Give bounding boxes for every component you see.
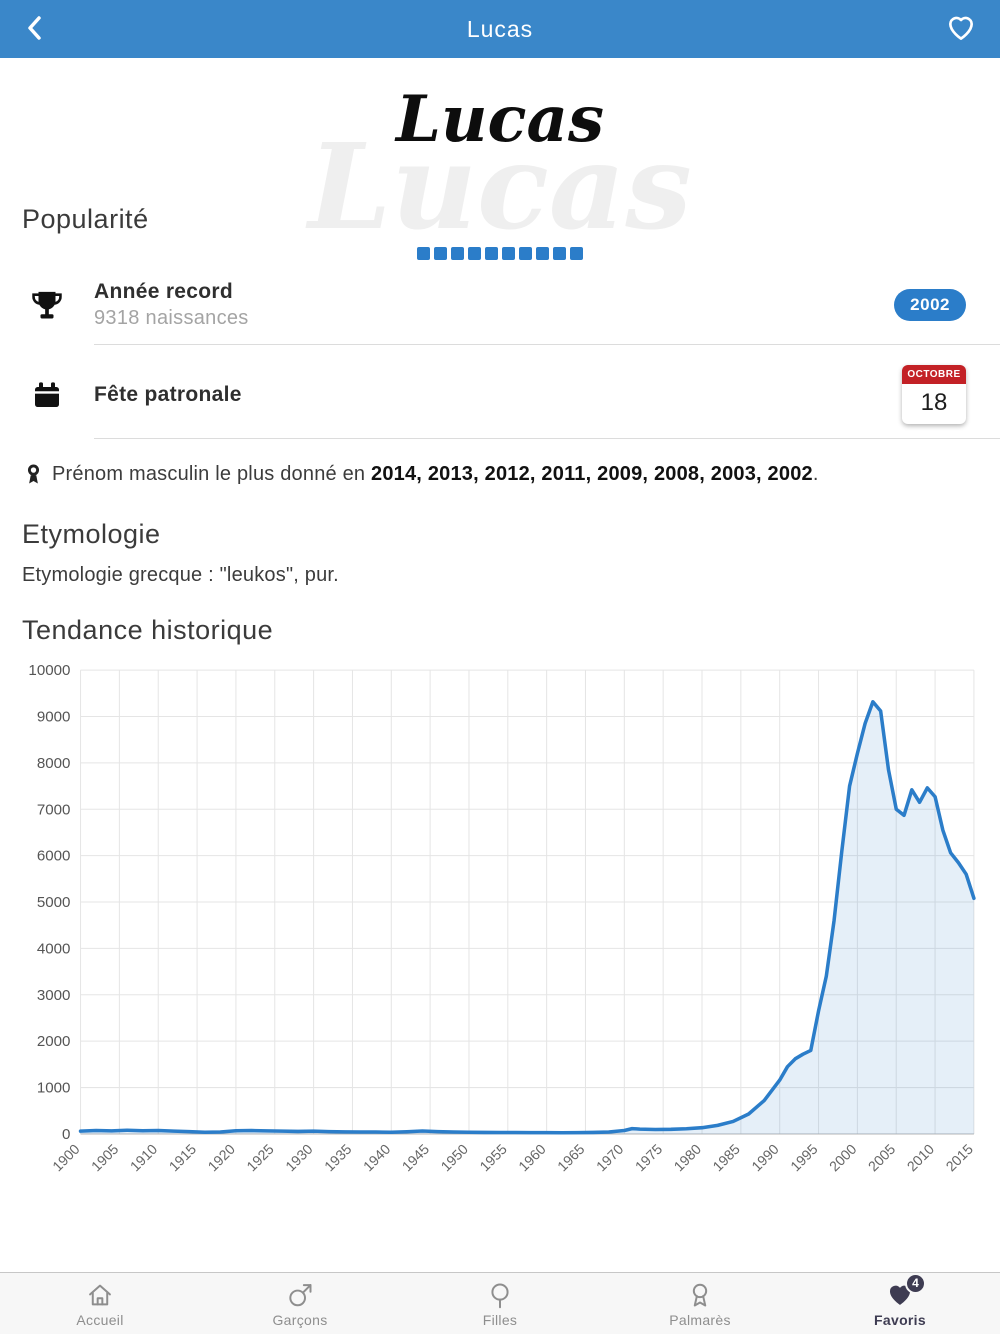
tab-filles[interactable]: Filles — [400, 1273, 600, 1334]
calendar-month: OCTOBRE — [902, 365, 966, 384]
popularity-dot — [519, 247, 532, 260]
popularity-dot — [417, 247, 430, 260]
svg-text:1945: 1945 — [399, 1141, 433, 1175]
male-icon — [286, 1280, 314, 1310]
favorite-button[interactable] — [940, 8, 982, 51]
svg-text:10000: 10000 — [28, 662, 70, 679]
trend-heading: Tendance historique — [22, 615, 274, 645]
chevron-left-icon — [22, 14, 46, 45]
top-name-note: Prénom masculin le plus donné en 2014, 2… — [0, 461, 1000, 493]
svg-text:1975: 1975 — [632, 1141, 666, 1175]
svg-text:7000: 7000 — [37, 801, 71, 818]
tab-label-favoris: Favoris — [874, 1311, 926, 1328]
heart-outline-icon — [944, 12, 978, 47]
home-icon — [86, 1280, 114, 1310]
svg-text:1925: 1925 — [243, 1141, 277, 1175]
name-logo-text: Lucas — [396, 82, 604, 157]
tab-garcons[interactable]: Garçons — [200, 1273, 400, 1334]
tab-palmares[interactable]: Palmarès — [600, 1273, 800, 1334]
trend-chart-svg: 1900 1905 1910 1915 1920 1925 1930 1935 1940 1945… — [28, 662, 977, 1175]
top-bar: Lucas — [0, 0, 1000, 58]
etymology-heading: Etymologie — [22, 519, 161, 549]
svg-text:0: 0 — [62, 1126, 70, 1143]
popularity-dot — [502, 247, 515, 260]
patron-row: Fête patronale OCTOBRE 18 — [0, 351, 1000, 439]
svg-text:1915: 1915 — [166, 1141, 200, 1175]
tab-label-garcons: Garçons — [272, 1311, 328, 1328]
svg-text:1985: 1985 — [709, 1141, 743, 1175]
record-year-badge: 2002 — [894, 289, 966, 321]
svg-text:2000: 2000 — [826, 1141, 860, 1175]
heart-filled-icon: 4 — [885, 1272, 926, 1310]
svg-text:1960: 1960 — [515, 1141, 549, 1175]
svg-text:8000: 8000 — [37, 755, 71, 772]
svg-text:1980: 1980 — [671, 1141, 705, 1175]
top-name-text: Prénom masculin le plus donné en 2014, 2… — [52, 461, 819, 487]
medal-icon — [686, 1280, 714, 1310]
svg-text:1970: 1970 — [593, 1141, 627, 1175]
female-icon — [486, 1280, 514, 1310]
award-icon — [24, 462, 43, 493]
svg-text:1965: 1965 — [554, 1141, 588, 1175]
svg-text:1940: 1940 — [360, 1141, 394, 1175]
popularity-dot — [434, 247, 447, 260]
svg-text:2010: 2010 — [904, 1141, 938, 1175]
popularity-heading: Popularité — [22, 204, 149, 234]
svg-text:2000: 2000 — [37, 1033, 71, 1050]
svg-text:9000: 9000 — [37, 709, 71, 726]
svg-text:1990: 1990 — [748, 1141, 782, 1175]
trophy-icon — [22, 289, 72, 323]
svg-text:2015: 2015 — [943, 1141, 977, 1175]
record-births: 9318 naissances — [94, 307, 249, 329]
popularity-dot — [468, 247, 481, 260]
svg-text:2005: 2005 — [865, 1141, 899, 1175]
popularity-meter — [0, 247, 1000, 260]
tab-accueil[interactable]: Accueil — [0, 1273, 200, 1334]
calendar-icon — [22, 379, 72, 411]
calendar-date-widget: OCTOBRE 18 — [902, 365, 966, 424]
calendar-day: 18 — [920, 389, 948, 416]
record-row: Année record 9318 naissances 2002 — [0, 266, 1000, 345]
svg-text:1905: 1905 — [88, 1141, 122, 1175]
svg-text:1995: 1995 — [787, 1141, 821, 1175]
tab-bar: Accueil Garçons Filles — [0, 1272, 1000, 1334]
svg-text:1935: 1935 — [321, 1141, 355, 1175]
tab-label-palmares: Palmarès — [669, 1311, 731, 1328]
top-name-years: 2014, 2013, 2012, 2011, 2009, 2008, 2003… — [371, 463, 813, 485]
svg-text:1920: 1920 — [205, 1141, 239, 1175]
svg-text:1955: 1955 — [476, 1141, 510, 1175]
main-content: Lucas Lucas Popularité Année record 9318 — [0, 58, 1000, 1272]
name-logo-echo: Lucas — [308, 117, 692, 256]
tab-favoris[interactable]: 4 Favoris — [800, 1272, 1000, 1334]
record-title: Année record — [94, 280, 233, 303]
svg-text:5000: 5000 — [37, 894, 71, 911]
svg-text:1930: 1930 — [282, 1141, 316, 1175]
top-name-suffix: . — [812, 463, 819, 485]
svg-text:6000: 6000 — [37, 848, 71, 865]
svg-text:1900: 1900 — [49, 1141, 83, 1175]
patron-title: Fête patronale — [94, 382, 242, 406]
etymology-text: Etymologie grecque : "leukos", pur. — [22, 564, 339, 586]
svg-text:1950: 1950 — [438, 1141, 472, 1175]
back-button[interactable] — [18, 10, 50, 49]
tab-label-accueil: Accueil — [76, 1311, 124, 1328]
favoris-count-badge: 4 — [905, 1272, 926, 1294]
svg-text:1910: 1910 — [127, 1141, 161, 1175]
popularity-dot — [451, 247, 464, 260]
name-logo: Lucas Lucas — [0, 88, 1000, 246]
trend-chart: 1900 1905 1910 1915 1920 1925 1930 1935 1940 1945… — [0, 656, 1000, 1213]
popularity-dot — [570, 247, 583, 260]
svg-text:1000: 1000 — [37, 1080, 71, 1097]
popularity-dot — [536, 247, 549, 260]
svg-text:3000: 3000 — [37, 987, 71, 1004]
tab-label-filles: Filles — [482, 1311, 518, 1328]
svg-text:4000: 4000 — [37, 940, 71, 957]
popularity-dot — [553, 247, 566, 260]
top-name-prefix: Prénom masculin le plus donné en — [52, 463, 372, 485]
popularity-dot — [485, 247, 498, 260]
page-title: Lucas — [466, 15, 534, 42]
